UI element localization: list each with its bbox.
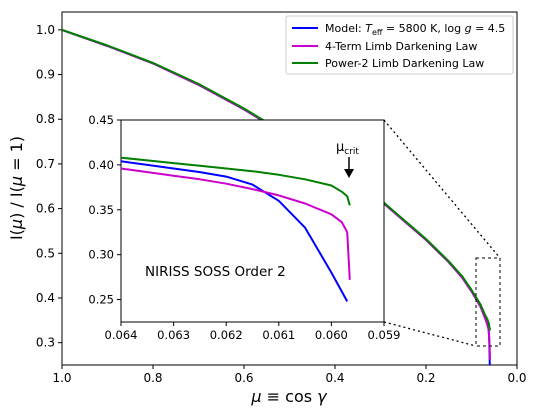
inset-series-model <box>120 160 349 302</box>
inset-series-4term <box>120 167 351 280</box>
main-y-tick-label: 0.3 <box>36 336 55 350</box>
main-x-tick-label: 0.8 <box>143 371 162 385</box>
inset-x-tick-label: 0.061 <box>262 328 295 342</box>
y-axis-label: I(μ) / I(μ = 1) <box>7 136 26 240</box>
main-y-tick-label: 1.0 <box>36 23 55 37</box>
inset-series-group <box>120 156 351 302</box>
main-y-tick-label: 0.4 <box>36 291 55 305</box>
main-x-tick-label: 0.2 <box>416 371 435 385</box>
inset-y-ticks: 0.25 0.30 0.35 0.40 0.45 <box>88 113 121 307</box>
inset-x-tick-label: 0.063 <box>157 328 190 342</box>
inset-x-tick-label: 0.059 <box>368 328 401 342</box>
x-axis-label: μ ≡ cos γ <box>250 387 328 406</box>
inset-y-tick-label: 0.30 <box>88 248 114 262</box>
inset-x-ticks: 0.064 0.063 0.062 0.061 0.060 0.059 <box>105 322 401 342</box>
zoom-connector-bottom <box>383 321 477 347</box>
main-y-tick-label: 0.8 <box>36 112 55 126</box>
main-y-tick-label: 0.7 <box>36 157 55 171</box>
mu-crit-arrow-head <box>344 169 354 178</box>
legend-label-power2: Power-2 Limb Darkening Law <box>325 57 484 70</box>
main-series-power2 <box>61 28 491 331</box>
inset-y-tick-label: 0.40 <box>88 158 114 172</box>
inset-y-tick-label: 0.25 <box>88 293 114 307</box>
legend: Model: Teff = 5800 K, log g = 4.5 4-Term… <box>285 15 514 75</box>
inset-x-tick-label: 0.062 <box>210 328 243 342</box>
main-y-tick-label: 0.6 <box>36 202 55 216</box>
inset-y-tick-label: 0.45 <box>88 113 114 127</box>
main-x-ticks: 1.0 0.8 0.6 0.4 0.2 0.0 <box>52 365 527 385</box>
zoom-region-box <box>475 257 501 347</box>
main-x-tick-label: 0.0 <box>507 371 526 385</box>
inset-x-tick-label: 0.060 <box>315 328 348 342</box>
main-series-group <box>61 28 491 366</box>
inset-series-power2 <box>120 156 351 206</box>
main-x-tick-label: 0.6 <box>234 371 253 385</box>
inset-annotation: NIRISS SOSS Order 2 <box>145 264 286 280</box>
main-y-ticks: 0.3 0.4 0.5 0.6 0.7 0.8 0.9 1.0 <box>36 23 62 350</box>
main-y-tick-label: 0.9 <box>36 68 55 82</box>
legend-label-4term: 4-Term Limb Darkening Law <box>325 40 477 53</box>
legend-box <box>285 15 514 75</box>
inset-x-tick-label: 0.064 <box>105 328 138 342</box>
zoom-connector-top <box>383 119 501 259</box>
main-x-tick-label: 0.4 <box>325 371 344 385</box>
main-x-tick-label: 1.0 <box>52 371 71 385</box>
main-y-tick-label: 0.5 <box>36 246 55 260</box>
legend-label-model: Model: Teff = 5800 K, log g = 4.5 <box>325 22 505 37</box>
inset-y-tick-label: 0.35 <box>88 203 114 217</box>
